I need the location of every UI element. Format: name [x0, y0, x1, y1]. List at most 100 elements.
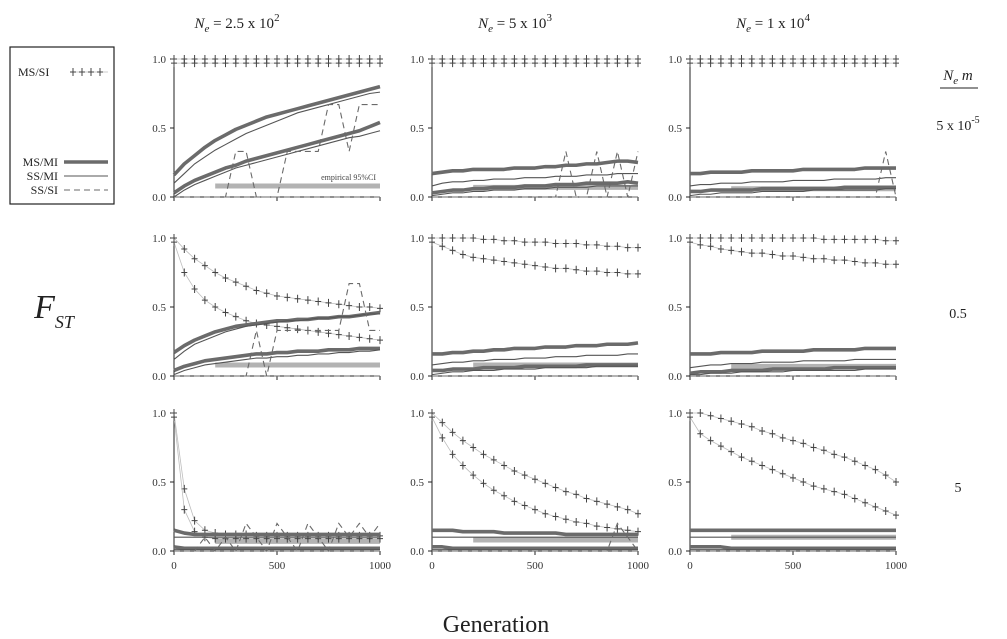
- series-marker-cross: [697, 240, 704, 249]
- legend-cross-marker: [97, 68, 103, 76]
- x-tick-label: 1000: [627, 560, 650, 572]
- y-tick-label: 0.0: [410, 371, 424, 383]
- series-marker-cross: [759, 249, 766, 258]
- series-marker-cross: [521, 238, 528, 247]
- series-marker-cross: [346, 59, 353, 68]
- series-marker-cross: [882, 506, 889, 515]
- series-marker-cross: [212, 268, 219, 277]
- series-marker-cross: [346, 301, 353, 310]
- series-marker-cross: [274, 291, 280, 300]
- series-marker-cross: [490, 256, 497, 265]
- series-marker-cross: [480, 235, 487, 244]
- series-marker-cross: [759, 59, 766, 68]
- series-marker-cross: [439, 234, 446, 242]
- legend-box: [9, 46, 115, 205]
- series-marker-cross: [790, 436, 796, 445]
- series-line-thick: [689, 365, 896, 376]
- series-marker-cross: [614, 242, 621, 251]
- series-marker-cross: [171, 238, 177, 247]
- y-tick-label: 1.0: [668, 54, 682, 66]
- series-line-thick: [431, 180, 639, 195]
- series-marker-cross: [717, 442, 724, 451]
- series-marker-cross: [738, 234, 745, 242]
- series-marker-cross: [820, 254, 827, 263]
- series-marker-cross: [872, 235, 879, 244]
- series-marker-cross: [872, 59, 879, 68]
- series-marker-cross: [779, 251, 786, 260]
- series-marker-cross: [449, 234, 456, 242]
- panel-r1-c1: 0.0 0.5 1.0: [410, 233, 641, 383]
- series-marker-cross: [738, 59, 745, 68]
- series-line-thick: [173, 346, 380, 373]
- series-marker-cross: [243, 282, 250, 291]
- series-marker-cross: [697, 409, 704, 417]
- series-marker-cross: [181, 505, 188, 514]
- series-marker-cross: [294, 325, 301, 334]
- series-marker-cross: [841, 490, 848, 499]
- series-marker-cross: [862, 59, 869, 68]
- series-marker-cross: [490, 59, 497, 68]
- column-title: Ne = 5 x 103: [477, 12, 552, 35]
- series-marker-cross: [171, 413, 177, 422]
- series-marker-cross: [212, 59, 219, 68]
- series-marker-cross: [552, 239, 559, 248]
- series-line-thin: [173, 313, 380, 360]
- series-marker-cross: [439, 433, 446, 442]
- series-marker-cross: [243, 59, 250, 68]
- y-tick-label: 0.5: [152, 477, 166, 489]
- series-marker-cross: [717, 59, 724, 68]
- series-marker-cross: [284, 293, 291, 302]
- series-marker-cross: [851, 494, 858, 503]
- series-marker-cross: [862, 498, 869, 507]
- y-tick-label: 0.0: [410, 192, 424, 204]
- series-marker-cross: [377, 304, 383, 313]
- series-marker-cross: [593, 59, 600, 68]
- series-marker-cross: [707, 242, 714, 251]
- series-marker-cross: [542, 262, 549, 271]
- legend-label: SS/MI: [27, 169, 58, 183]
- series-marker-cross: [490, 486, 497, 495]
- series-marker-cross: [810, 59, 817, 68]
- series-marker-cross: [573, 59, 580, 68]
- series-marker-cross: [284, 59, 291, 68]
- series-marker-cross: [882, 236, 889, 245]
- series-marker-cross: [635, 269, 641, 278]
- series-marker-cross: [769, 429, 776, 438]
- series-marker-cross: [841, 256, 848, 265]
- series-marker-cross: [501, 236, 508, 245]
- series-marker-cross: [738, 247, 745, 256]
- series-marker-cross: [583, 519, 590, 528]
- series-marker-cross: [779, 433, 786, 442]
- series-marker-cross: [687, 413, 693, 422]
- series-marker-cross: [687, 238, 693, 247]
- series-marker-cross: [614, 524, 621, 533]
- panel-r0-c2: 0.0 0.5 1.0: [668, 54, 899, 204]
- series-marker-cross: [841, 59, 848, 68]
- series-marker-cross: [191, 59, 198, 68]
- y-tick-label: 1.0: [152, 54, 166, 66]
- series-marker-cross: [614, 502, 621, 511]
- series-marker-cross: [841, 453, 848, 462]
- y-tick-label: 0.0: [152, 192, 166, 204]
- series-marker-cross: [274, 322, 280, 331]
- series-marker-cross: [573, 490, 580, 499]
- series-marker-cross: [738, 453, 745, 462]
- y-tick-label: 0.0: [668, 546, 682, 558]
- series-marker-cross: [851, 257, 858, 266]
- panel-r2-c2: 0.0 0.5 1.0 0 500 1000: [668, 408, 907, 572]
- panel-r0-c0: 0.0 0.5 1.0 empirical 95%CI: [152, 54, 383, 204]
- series-marker-cross: [377, 336, 383, 345]
- series-marker-cross: [810, 443, 817, 452]
- series-marker-cross: [439, 59, 446, 68]
- series-marker-cross: [315, 297, 322, 306]
- series-marker-cross: [769, 465, 776, 474]
- y-tick-label: 1.0: [410, 233, 424, 245]
- series-marker-cross: [614, 59, 621, 68]
- series-marker-cross: [759, 426, 766, 435]
- series-marker-cross: [790, 59, 796, 68]
- series-marker-cross: [728, 417, 735, 426]
- series-marker-cross: [635, 509, 641, 518]
- series-marker-cross: [841, 235, 848, 244]
- series-marker-cross: [459, 59, 466, 68]
- panel-r2-c1: 0.0 0.5 1.0 0 500 1000: [410, 408, 649, 572]
